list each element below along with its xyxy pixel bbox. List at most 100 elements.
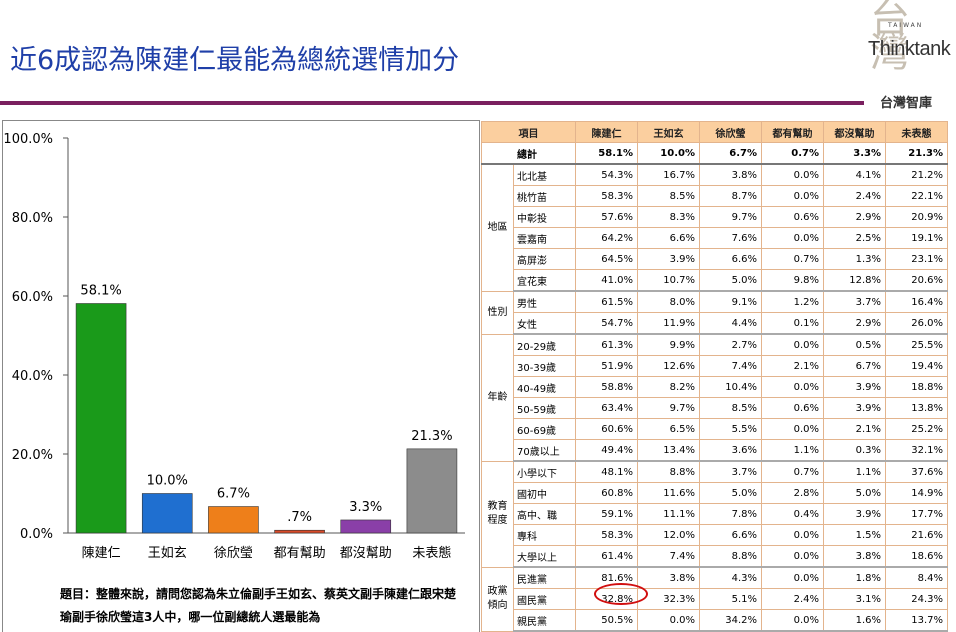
group-label: 年齡 [481, 333, 514, 462]
table-cell: 8.2% [637, 376, 700, 398]
table-cell: 60.6% [575, 418, 638, 440]
table-cell: 8.5% [699, 397, 762, 419]
table-cell: 8.8% [699, 545, 762, 568]
table-cell: 34.2% [699, 609, 762, 632]
bar [406, 448, 458, 534]
y-tick-label: 20.0% [12, 448, 53, 463]
table-cell: 22.1% [885, 185, 948, 207]
table-cell: 4.3% [699, 566, 762, 589]
table-row: 桃竹苗 58.3% 8.5% 8.7% 0.0% 2.4% 22.1% [482, 185, 948, 207]
table-cell: 7.6% [699, 227, 762, 249]
table-cell: 5.0% [823, 482, 886, 504]
table-row: 專科 58.3% 12.0% 6.6% 0.0% 1.5% 21.6% [482, 524, 948, 546]
table-row-total: 總計 58.1% 10.0% 6.7% 0.7% 3.3% 21.3% [481, 142, 948, 165]
table-cell: 3.9% [823, 376, 886, 398]
row-label: 小學以下 [513, 460, 576, 483]
table-cell: 20.9% [885, 206, 948, 228]
page-title: 近6成認為陳建仁最能為總統選情加分 [10, 45, 460, 76]
x-category-label: 都沒幫助 [340, 545, 392, 561]
bar [208, 506, 259, 534]
bar-value-label: 21.3% [411, 429, 452, 444]
y-tick-label: 80.0% [12, 211, 53, 226]
table-cell: 64.5% [575, 248, 638, 270]
header-col: 都沒幫助 [823, 121, 886, 143]
table-cell: 54.3% [575, 163, 638, 186]
table-cell: 51.9% [575, 355, 638, 377]
table-cell: 9.9% [637, 333, 700, 356]
row-label: 60-69歲 [513, 418, 576, 440]
header-col: 陳建仁 [575, 121, 638, 143]
y-tick-label: 60.0% [12, 290, 53, 305]
title-divider [0, 101, 864, 105]
table-cell: 3.8% [823, 545, 886, 568]
table-cell: 60.8% [575, 482, 638, 504]
x-category-label: 都有幫助 [274, 545, 326, 561]
table-cell: 0.0% [761, 418, 824, 440]
table-cell: 12.0% [637, 524, 700, 546]
table-cell: 25.5% [885, 333, 948, 356]
table-cell: 1.1% [823, 460, 886, 483]
table-cell: 9.8% [761, 269, 824, 292]
table-cell: 5.1% [699, 588, 762, 610]
table-cell: 11.6% [637, 482, 700, 504]
table-row: 年齡 20-29歲 61.3% 9.9% 2.7% 0.0% 0.5% 25.5% [481, 333, 948, 462]
table-cell: 4.1% [823, 163, 886, 186]
bar-value-label: 6.7% [217, 487, 250, 502]
table-cell: 0.0% [761, 163, 824, 186]
table-row: 教育 程度 小學以下 48.1% 8.8% 3.7% 0.7% 1.1% 37.6% [481, 460, 948, 568]
table-cell: 0.3% [823, 439, 886, 462]
table-row: 60-69歲 60.6% 6.5% 5.5% 0.0% 2.1% 25.2% [482, 418, 948, 440]
header-col: 未表態 [885, 121, 948, 143]
table-cell: 32.1% [885, 439, 948, 462]
bar [141, 493, 193, 534]
table-row: 女性 54.7% 11.9% 4.4% 0.1% 2.9% 26.0% [482, 312, 948, 335]
table-cell: 50.5% [575, 609, 638, 632]
table-row: 宜花東 41.0% 10.7% 5.0% 9.8% 12.8% 20.6% [482, 269, 948, 292]
table-cell: 61.5% [575, 290, 638, 313]
table-cell: 1.2% [761, 290, 824, 313]
table-cell: 5.0% [699, 482, 762, 504]
row-label: 親民黨 [513, 609, 576, 632]
table-row: 雲嘉南 64.2% 6.6% 7.6% 0.0% 2.5% 19.1% [482, 227, 948, 249]
table-cell: 2.9% [823, 206, 886, 228]
table-row: 30-39歲 51.9% 12.6% 7.4% 2.1% 6.7% 19.4% [482, 355, 948, 377]
table-cell: 24.3% [885, 588, 948, 610]
table-cell: 3.7% [699, 460, 762, 483]
table-cell: 6.7% [823, 355, 886, 377]
row-label: 專科 [513, 524, 576, 546]
table-cell: 21.2% [885, 163, 948, 186]
table-cell: 0.0% [761, 524, 824, 546]
table-cell: 0.0% [761, 227, 824, 249]
table-row: 地區 北北基 54.3% 16.7% 3.8% 0.0% 4.1% 21.2% [481, 163, 948, 292]
table-cell: 23.1% [885, 248, 948, 270]
table-cell: 21.6% [885, 524, 948, 546]
header-col: 王如玄 [637, 121, 700, 143]
table-row: 高中、職 59.1% 11.1% 7.8% 0.4% 3.9% 17.7% [482, 503, 948, 525]
logo-thinktank-text: Thinktank [868, 38, 951, 60]
table-cell: 10.4% [699, 376, 762, 398]
table-cell: 4.4% [699, 312, 762, 335]
row-label: 中彰投 [513, 206, 576, 228]
table-cell: 18.8% [885, 376, 948, 398]
row-label: 桃竹苗 [513, 185, 576, 207]
table-cell: 0.0% [761, 185, 824, 207]
table-cell: 9.1% [699, 290, 762, 313]
logo-seal-mark: 台灣 [870, 0, 910, 76]
header-col: 徐欣瑩 [699, 121, 762, 143]
table-cell: 12.6% [637, 355, 700, 377]
bar-value-label: .7% [287, 510, 312, 525]
table-cell: 3.9% [823, 397, 886, 419]
table-cell: 13.7% [885, 609, 948, 632]
bar-chart: 0.0% 20.0% 40.0% 60.0% 80.0% 100.0% 58.1% 陳建仁 10… [3, 132, 465, 561]
table-cell: 9.7% [637, 397, 700, 419]
row-label: 民進黨 [513, 566, 576, 589]
table-cell: 3.8% [637, 566, 700, 589]
table-cell: 0.7% [761, 460, 824, 483]
table-cell: 0.0% [761, 609, 824, 632]
table-cell: 0.6% [761, 206, 824, 228]
table-cell: 6.6% [699, 248, 762, 270]
bar [274, 529, 325, 534]
row-label: 國初中 [513, 482, 576, 504]
table-row: 國初中 60.8% 11.6% 5.0% 2.8% 5.0% 14.9% [482, 482, 948, 504]
table-row: 政黨 傾向 民進黨 81.6% 3.8% 4.3% 0.0% 1.8% 8.4% [481, 566, 948, 632]
